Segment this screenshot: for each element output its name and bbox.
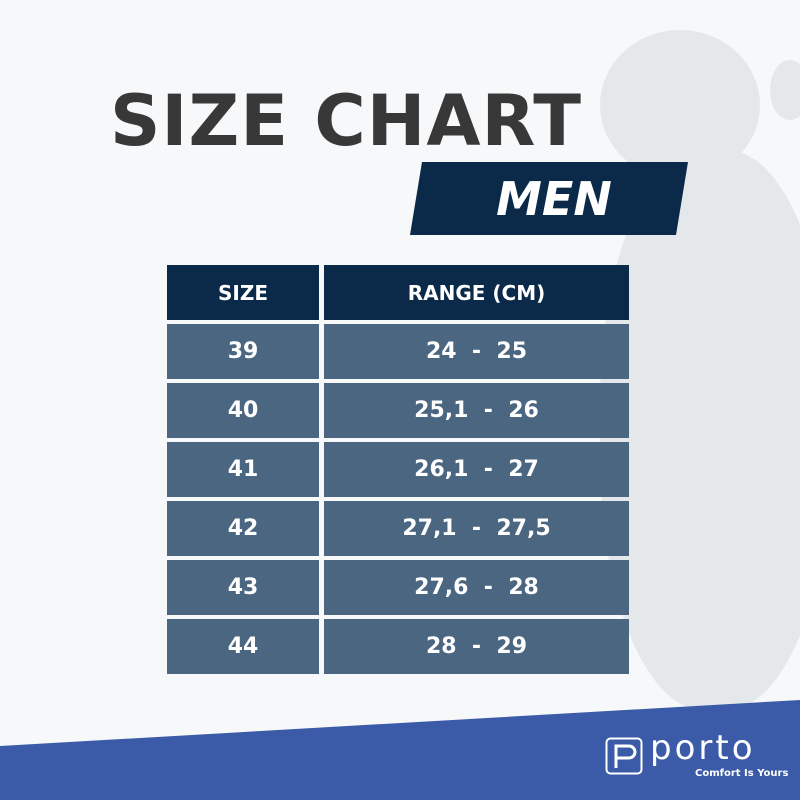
size-cell: 43 — [167, 560, 319, 615]
range-cell: 26,1 - 27 — [324, 442, 629, 497]
men-banner: MEN — [410, 162, 688, 235]
size-cell: 44 — [167, 619, 319, 674]
banner-label: MEN — [496, 172, 612, 226]
size-cell: 40 — [167, 383, 319, 438]
table-row: 44 28 - 29 — [167, 619, 629, 674]
table-row: 40 25,1 - 26 — [167, 383, 629, 438]
size-cell: 39 — [167, 324, 319, 379]
range-cell: 27,6 - 28 — [324, 560, 629, 615]
header-range: RANGE (CM) — [324, 265, 629, 320]
table-row: 41 26,1 - 27 — [167, 442, 629, 497]
table-row: 42 27,1 - 27,5 — [167, 501, 629, 556]
range-cell: 25,1 - 26 — [324, 383, 629, 438]
size-cell: 42 — [167, 501, 319, 556]
range-cell: 24 - 25 — [324, 324, 629, 379]
table-header: SIZE RANGE (CM) — [167, 265, 629, 320]
table-row: 43 27,6 - 28 — [167, 560, 629, 615]
porto-logo-icon — [605, 737, 643, 775]
size-table: SIZE RANGE (CM) 39 24 - 25 40 25,1 - 26 41… — [162, 261, 634, 678]
brand-name: porto — [650, 728, 756, 768]
size-cell: 41 — [167, 442, 319, 497]
table-row: 39 24 - 25 — [167, 324, 629, 379]
range-cell: 28 - 29 — [324, 619, 629, 674]
page-title: SIZE CHART — [110, 80, 583, 162]
header-size: SIZE — [167, 265, 319, 320]
brand-tagline: Comfort Is Yours — [695, 768, 789, 779]
range-cell: 27,1 - 27,5 — [324, 501, 629, 556]
